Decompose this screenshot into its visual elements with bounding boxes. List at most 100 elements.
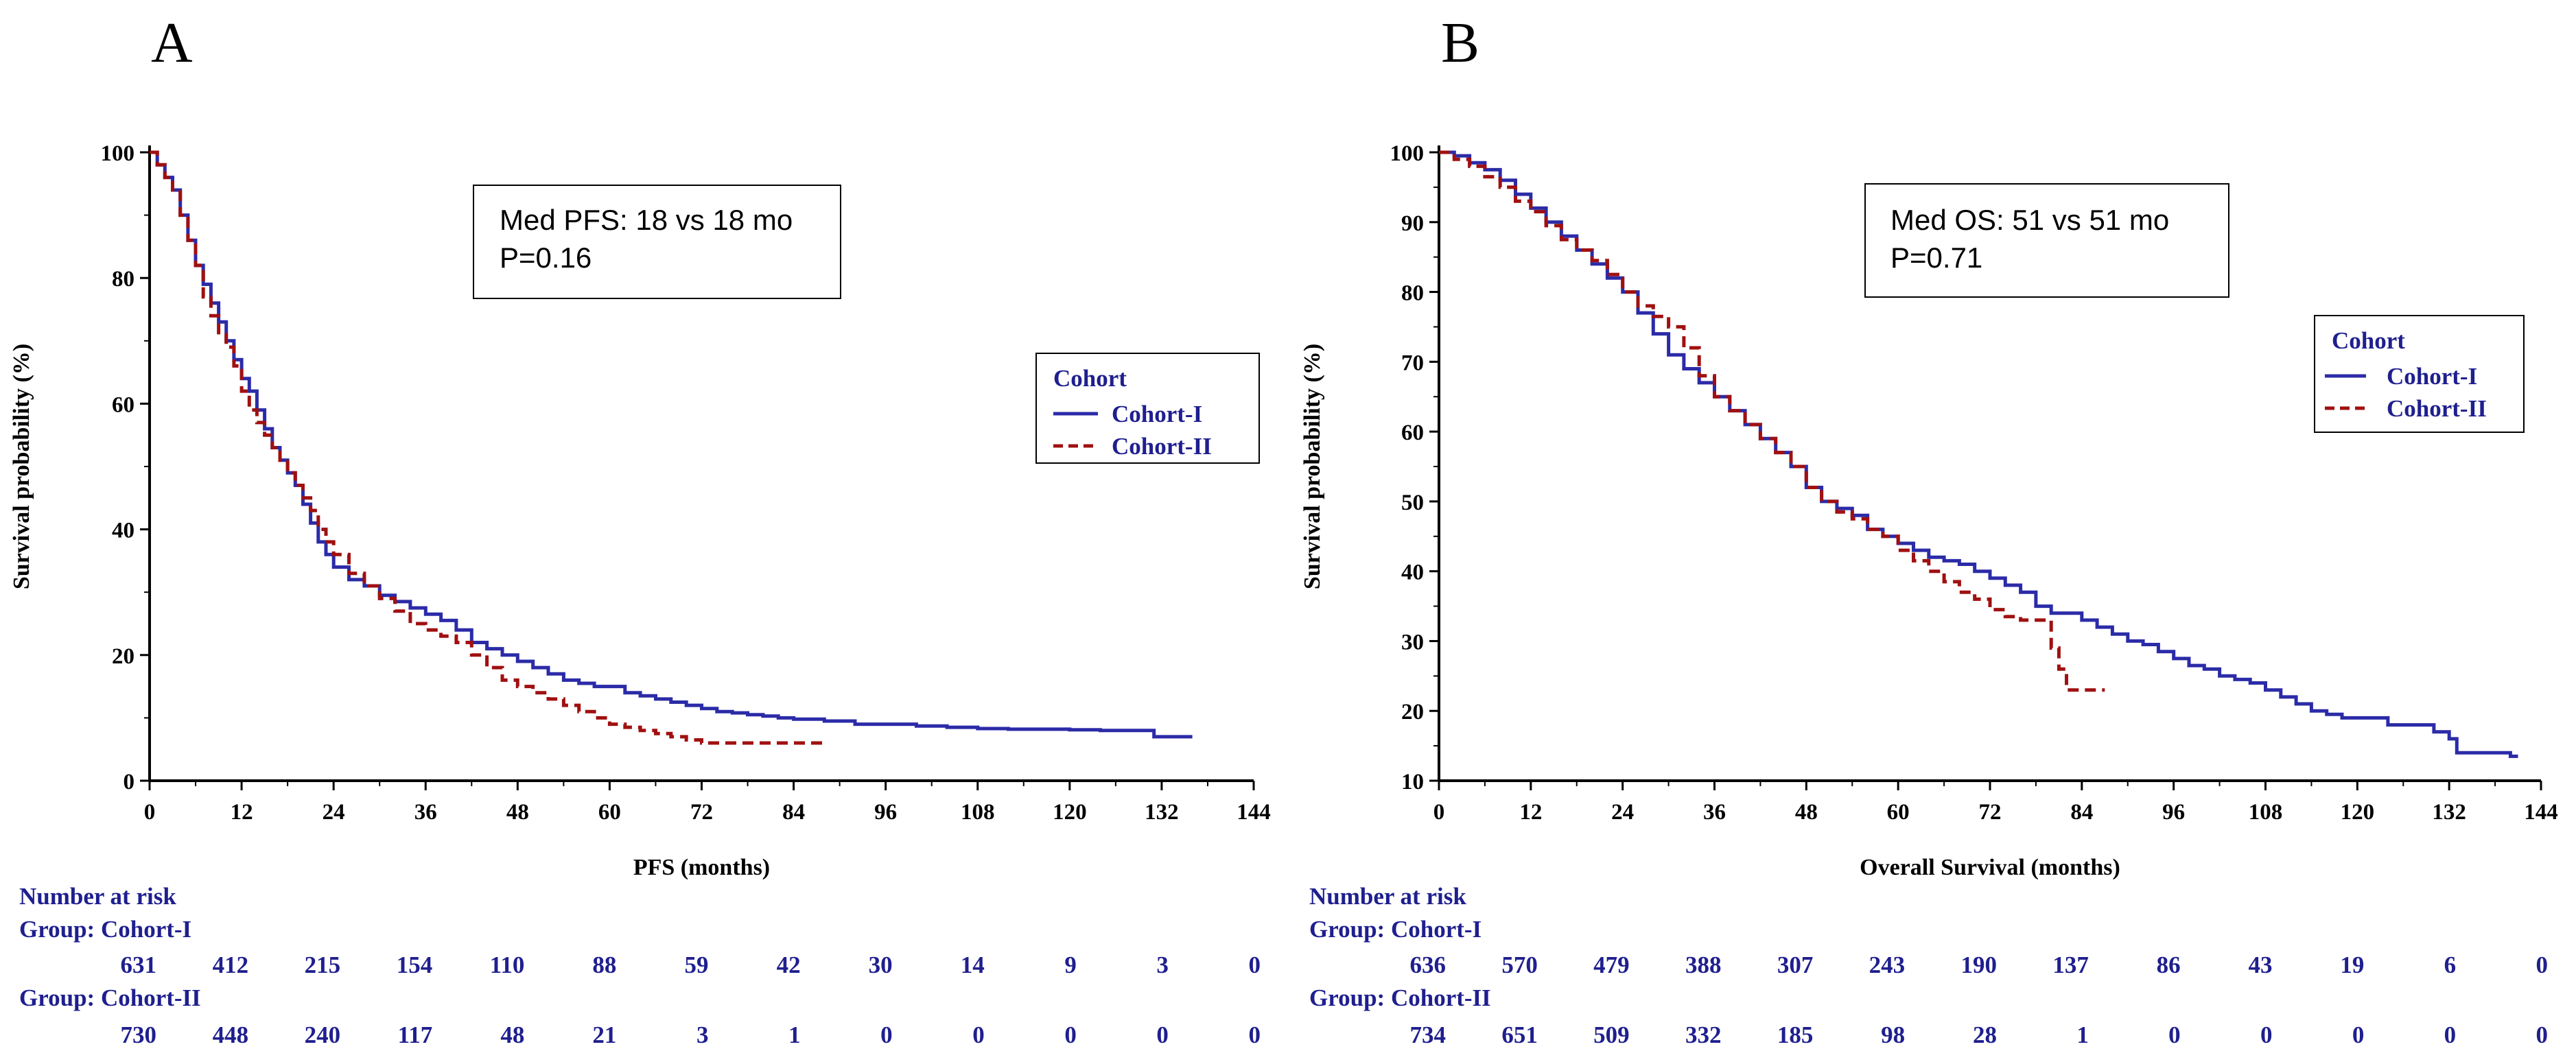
- risk-value: 448: [213, 1022, 249, 1048]
- y-tick-label: 90: [1401, 211, 1424, 236]
- x-tick-label: 24: [323, 800, 345, 825]
- x-tick-label: 60: [1887, 800, 1910, 825]
- risk-value: 479: [1593, 952, 1630, 978]
- y-tick-label: 40: [1401, 560, 1424, 585]
- risk-value: 154: [397, 952, 433, 978]
- y-axis-label: Survival probability (%): [9, 344, 34, 589]
- x-tick-label: 108: [961, 800, 995, 825]
- risk-value: 0: [1064, 1022, 1077, 1048]
- series-line-cohort-ii: [150, 150, 825, 745]
- risk-value: 30: [869, 952, 893, 978]
- risk-value: 509: [1593, 1022, 1630, 1048]
- y-tick-label: 80: [112, 267, 134, 292]
- x-tick-label: 72: [1979, 800, 2002, 825]
- legend-title: Cohort: [2332, 327, 2405, 354]
- risk-value: 3: [696, 1022, 709, 1048]
- risk-value: 0: [1249, 952, 1261, 978]
- legend-entry-cohort-1: Cohort-I: [2387, 363, 2477, 390]
- risk-value: 243: [1869, 952, 1906, 978]
- series-line-cohort-i: [150, 150, 1193, 739]
- risk-value: 0: [1156, 1022, 1169, 1048]
- risk-value: 110: [490, 952, 525, 978]
- risk-value: 1: [788, 1022, 801, 1048]
- risk-value: 3: [1156, 952, 1169, 978]
- x-tick-label: 84: [782, 800, 805, 825]
- risk-value: 636: [1410, 952, 1447, 978]
- x-tick-label: 144: [1237, 800, 1271, 825]
- risk-table-title: Number at risk: [1309, 883, 1466, 910]
- risk-group-label: Group: Cohort-I: [1309, 916, 1482, 943]
- x-tick-label: 84: [2070, 800, 2093, 825]
- risk-value: 651: [1501, 1022, 1538, 1048]
- series-line-cohort-ii: [1439, 150, 2105, 692]
- panel-letter-b: B: [1441, 11, 1479, 75]
- risk-value: 43: [2249, 952, 2273, 978]
- legend-title: Cohort: [1053, 365, 1127, 392]
- risk-value: 307: [1777, 952, 1814, 978]
- y-tick-label: 100: [1390, 141, 1425, 166]
- annotation-box: Med PFS: 18 vs 18 mo P=0.16: [473, 185, 841, 299]
- y-tick-label: 40: [112, 519, 134, 543]
- risk-value: 21: [592, 1022, 616, 1048]
- y-tick-label: 100: [101, 141, 135, 166]
- x-tick-label: 144: [2524, 800, 2558, 825]
- risk-value: 59: [685, 952, 709, 978]
- risk-value: 137: [2052, 952, 2089, 978]
- annotation-line-1: Med OS: 51 vs 51 mo: [1890, 204, 2169, 236]
- risk-value: 42: [777, 952, 801, 978]
- x-tick-label: 36: [414, 800, 437, 825]
- x-tick-label: 132: [1145, 800, 1179, 825]
- risk-value: 631: [121, 952, 157, 978]
- x-axis-label: Overall Survival (months): [1860, 855, 2120, 880]
- y-tick-label: 60: [112, 392, 134, 417]
- x-tick-label: 96: [874, 800, 897, 825]
- risk-value: 734: [1410, 1022, 1447, 1048]
- risk-value: 730: [121, 1022, 157, 1048]
- x-tick-label: 120: [1053, 800, 1087, 825]
- x-tick-label: 36: [1703, 800, 1726, 825]
- series-line-cohort-i: [1439, 150, 2518, 758]
- risk-value: 0: [1249, 1022, 1261, 1048]
- risk-value: 86: [2157, 952, 2181, 978]
- x-tick-label: 0: [1433, 800, 1445, 825]
- x-axis-label: PFS (months): [633, 855, 770, 880]
- x-tick-label: 12: [231, 800, 253, 825]
- x-tick-label: 132: [2432, 800, 2466, 825]
- risk-value: 19: [2340, 952, 2364, 978]
- y-tick-label: 50: [1401, 491, 1424, 515]
- risk-value: 570: [1501, 952, 1538, 978]
- risk-group-label: Group: Cohort-II: [19, 984, 201, 1011]
- risk-value: 48: [500, 1022, 524, 1048]
- y-tick-label: 30: [1401, 630, 1424, 654]
- y-tick-label: 10: [1401, 770, 1424, 794]
- y-tick-label: 20: [112, 644, 134, 669]
- risk-value: 0: [2536, 1022, 2549, 1048]
- risk-group-label: Group: Cohort-I: [19, 916, 191, 943]
- risk-value: 0: [2444, 1022, 2457, 1048]
- legend: Cohort Cohort-I Cohort-II: [1035, 353, 1260, 464]
- risk-value: 14: [961, 952, 985, 978]
- x-tick-label: 72: [690, 800, 713, 825]
- annotation-box: Med OS: 51 vs 51 mo P=0.71: [1864, 183, 2229, 298]
- x-tick-label: 0: [144, 800, 156, 825]
- y-axis-label: Survival probability (%): [1300, 344, 1325, 589]
- y-tick-label: 0: [124, 770, 135, 794]
- risk-value: 332: [1685, 1022, 1722, 1048]
- x-tick-label: 96: [2162, 800, 2185, 825]
- risk-value: 185: [1777, 1022, 1814, 1048]
- risk-value: 28: [1973, 1022, 1997, 1048]
- risk-value: 0: [2536, 952, 2549, 978]
- y-tick-label: 80: [1401, 281, 1424, 306]
- risk-table-title: Number at risk: [19, 883, 176, 910]
- annotation-line-2: P=0.16: [500, 241, 592, 274]
- risk-value: 190: [1961, 952, 1998, 978]
- x-tick-label: 108: [2249, 800, 2283, 825]
- y-tick-label: 60: [1401, 421, 1424, 445]
- risk-value: 215: [305, 952, 341, 978]
- annotation-line-1: Med PFS: 18 vs 18 mo: [500, 204, 793, 236]
- legend-entry-cohort-1: Cohort-I: [1112, 401, 1202, 427]
- y-tick-label: 20: [1401, 700, 1424, 724]
- annotation-line-2: P=0.71: [1890, 241, 1982, 274]
- risk-value: 6: [2444, 952, 2457, 978]
